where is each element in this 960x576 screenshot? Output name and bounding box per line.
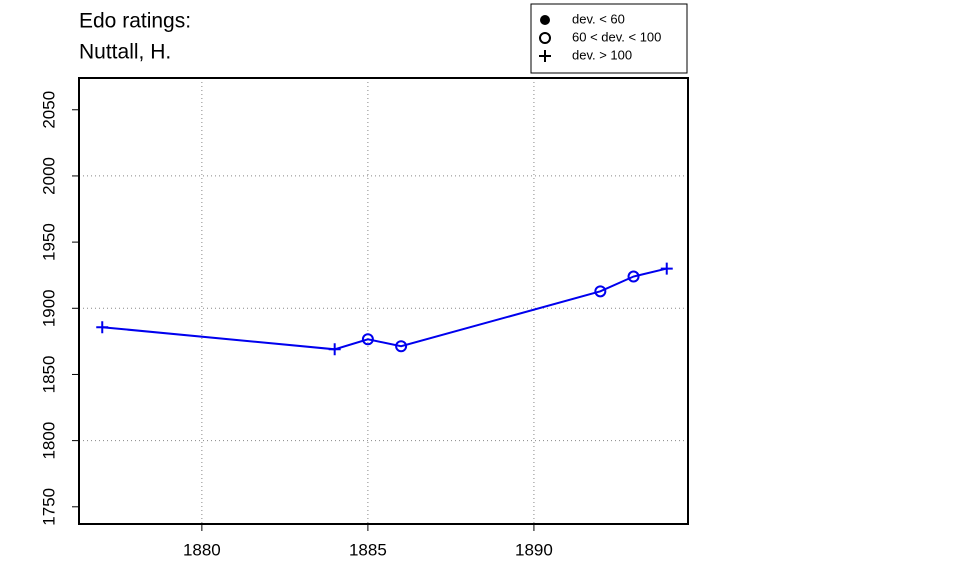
- marker: [328, 343, 341, 356]
- x-tick-label: 1885: [349, 540, 387, 559]
- legend-marker: [540, 15, 550, 25]
- marker: [594, 285, 607, 298]
- legend-marker: [539, 50, 551, 62]
- y-tick-label: 2000: [39, 157, 58, 195]
- x-tick-label: 1880: [183, 540, 221, 559]
- marker: [96, 321, 109, 334]
- marker: [361, 333, 374, 346]
- x-tick-label: 1890: [515, 540, 553, 559]
- y-tick-label: 1800: [39, 422, 58, 460]
- marker: [660, 262, 673, 275]
- legend-label: dev. > 100: [572, 47, 632, 62]
- legend-marker: [539, 32, 551, 44]
- legend-label: 60 < dev. < 100: [572, 29, 661, 44]
- marker: [395, 340, 408, 353]
- chart-subtitle: Nuttall, H.: [79, 41, 171, 64]
- legend-label: dev. < 60: [572, 11, 625, 26]
- legend-box: [530, 3, 688, 74]
- chart-title: Edo ratings:: [79, 10, 191, 33]
- y-tick-label: 1950: [39, 223, 58, 261]
- y-tick-label: 1900: [39, 289, 58, 327]
- y-tick-label: 1850: [39, 356, 58, 394]
- marker: [627, 270, 640, 283]
- y-tick-label: 2050: [39, 91, 58, 129]
- plot-frame: [78, 77, 689, 525]
- y-tick-label: 1750: [39, 488, 58, 526]
